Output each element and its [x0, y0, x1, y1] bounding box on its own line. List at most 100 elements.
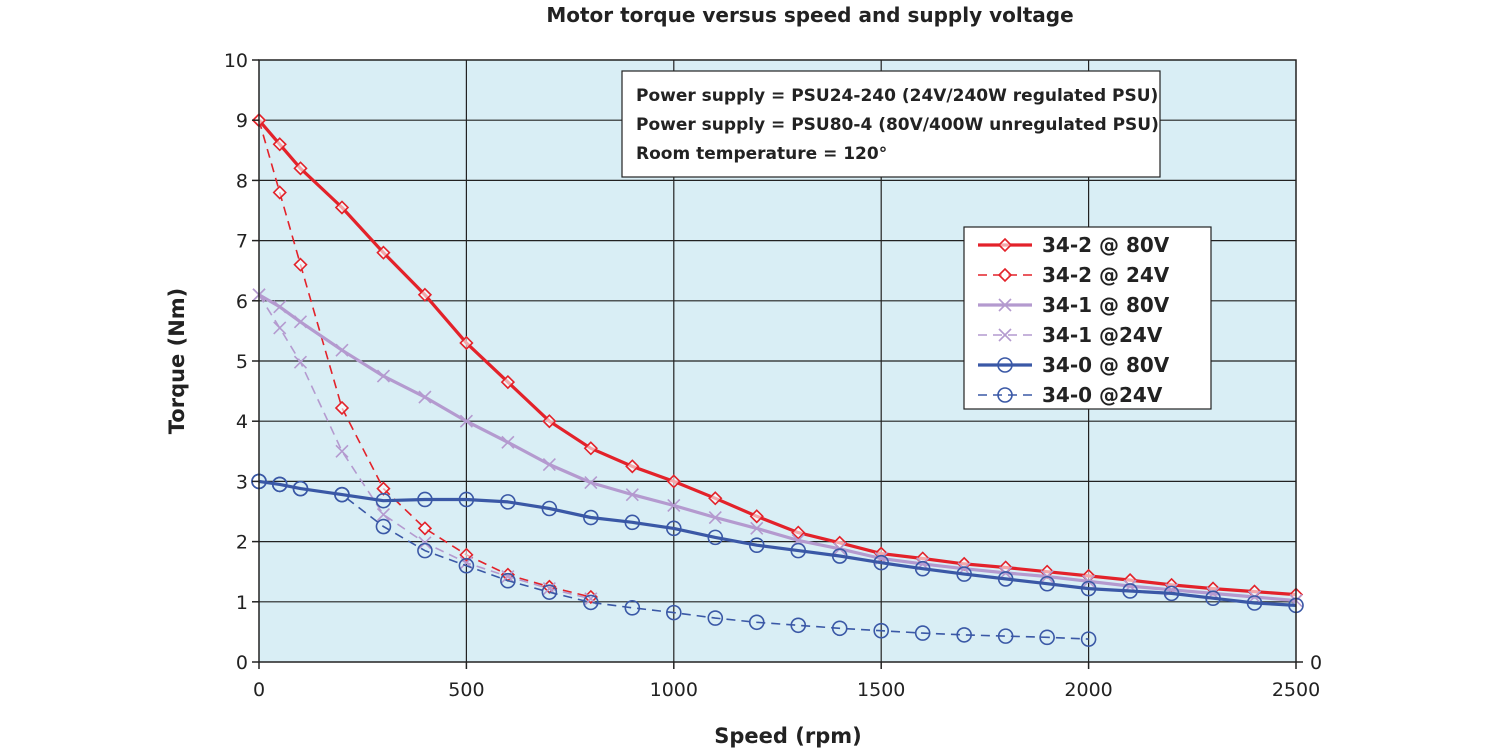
series-1-line [258, 119, 591, 598]
series-4-point-13 [748, 537, 765, 554]
series-5-point-20 [1039, 629, 1055, 646]
info-box-frame [621, 70, 1161, 178]
series-5-point-16 [873, 622, 890, 639]
series-4-point-16 [873, 554, 890, 571]
series-2-point-8 [542, 457, 556, 472]
series-4-point-24 [1205, 590, 1221, 606]
series-4-point-6 [458, 491, 475, 508]
series-4-point-1 [271, 476, 288, 493]
series-5-point-13 [748, 614, 765, 631]
series-4-point-9 [583, 509, 599, 526]
info-line-2: Power supply = PSU80-4 (80V/400W unregul… [636, 115, 1159, 135]
series-5-point-12 [707, 610, 724, 626]
legend-items: 34-2 @ 80V 34-2 @ 24V 34-1 @ 80V 34-1 @24V 3… [978, 233, 1170, 407]
y-tick-label-1: 1 [236, 592, 248, 614]
legend-marker-5 [997, 387, 1013, 403]
y-tick-label-6: 6 [236, 291, 248, 313]
series-0-point-11 [666, 474, 681, 489]
info-box: Power supply = PSU24-240 (24V/240W regul… [621, 70, 1161, 178]
y-tick-label-7: 7 [236, 231, 248, 253]
series-4-point-19 [997, 571, 1014, 587]
series-4-point-2 [292, 480, 309, 497]
series-4-point-25 [1246, 595, 1263, 611]
series-4-point-11 [665, 520, 682, 537]
series-5-point-9 [583, 594, 599, 611]
y-tick-label-10: 10 [224, 50, 248, 72]
series-3-line [258, 294, 591, 600]
series-0-point-13 [749, 509, 764, 524]
series-0-point-9 [583, 441, 598, 456]
info-line-3: Room temperature = 120° [636, 144, 887, 164]
x-tick-label-1500: 1500 [857, 679, 905, 701]
series-1-point-5 [417, 521, 433, 536]
series-2-point-9 [584, 476, 598, 490]
legend-marker-3 [998, 328, 1012, 342]
series-5-line [258, 480, 1089, 640]
series-1-point-2 [293, 257, 308, 272]
series-0-point-7 [500, 374, 516, 390]
x-tick-label-0: 0 [253, 679, 265, 701]
y-tick-label-2: 2 [236, 532, 248, 554]
series-2-point-10 [625, 488, 639, 502]
series-3-point-3 [335, 444, 349, 458]
series-4-point-12 [707, 529, 724, 546]
series-5-point-5 [417, 542, 433, 559]
legend-marker-1 [997, 267, 1013, 283]
series-5-point-17 [914, 625, 931, 641]
series-0-point-4 [376, 245, 391, 260]
y-tick-label-0: 0 [236, 652, 248, 674]
series-0-point-14 [791, 525, 806, 540]
series-4-point-4 [375, 492, 392, 509]
series-5-point-15 [831, 620, 848, 637]
legend-frame [963, 226, 1212, 410]
series-0-point-8 [542, 414, 557, 429]
x-tick-label-500: 500 [448, 679, 484, 701]
y-tick-label-3: 3 [236, 471, 248, 493]
series-4-point-8 [541, 500, 558, 517]
series-layer [251, 113, 1304, 647]
legend-item-5: 34-0 @24V [978, 383, 1163, 407]
legend: 34-2 @ 80V 34-2 @ 24V 34-1 @ 80V 34-1 @24V 3… [963, 226, 1212, 410]
legend-marker-4 [997, 357, 1013, 373]
series-4-point-18 [956, 566, 972, 582]
series-0-point-2 [293, 161, 308, 176]
series-2-point-11 [667, 498, 681, 513]
series-0-point-10 [625, 459, 640, 474]
series-4-point-17 [914, 560, 931, 577]
series-1-point-4 [376, 481, 391, 496]
series-2-point-1 [273, 300, 287, 314]
y-tick-label-5: 5 [236, 351, 248, 373]
series-0 [251, 113, 1304, 602]
legend-label-4: 34-0 @ 80V [1042, 353, 1170, 377]
series-4-point-21 [1080, 580, 1097, 597]
series-3-point-7 [501, 569, 515, 584]
series-1-point-6 [459, 547, 474, 562]
series-3-point-5 [418, 536, 432, 550]
series-5-point-11 [665, 604, 682, 621]
series-3-point-1 [273, 321, 287, 335]
series-3-point-2 [293, 355, 308, 369]
series-0-point-12 [708, 491, 723, 506]
series-4-point-20 [1039, 575, 1055, 592]
series-2-point-5 [418, 390, 432, 404]
series-2-point-12 [708, 510, 722, 525]
series-5-point-4 [375, 518, 392, 535]
y-tick-label-4: 4 [236, 411, 248, 433]
series-0-point-5 [417, 287, 433, 302]
series-5-point-8 [541, 584, 558, 600]
series-0-point-1 [272, 137, 287, 152]
series-0-point-3 [334, 200, 350, 215]
series-4-point-15 [831, 548, 848, 564]
series-2-point-7 [501, 435, 515, 449]
legend-marker-2 [998, 298, 1012, 312]
series-4-point-3 [334, 486, 350, 503]
series-5-point-10 [624, 600, 641, 616]
series-5-point-6 [458, 557, 475, 574]
series-2-point-3 [335, 343, 349, 357]
axis-ticks: 0 1 2 3 4 5 6 7 8 9 10 0 500 1000 1500 2000 2500 [224, 50, 1320, 701]
series-5-point-19 [997, 628, 1014, 644]
x-tick-label-2500: 2500 [1272, 679, 1320, 701]
legend-item-3: 34-1 @24V [978, 323, 1163, 347]
legend-marker-0 [997, 237, 1013, 253]
